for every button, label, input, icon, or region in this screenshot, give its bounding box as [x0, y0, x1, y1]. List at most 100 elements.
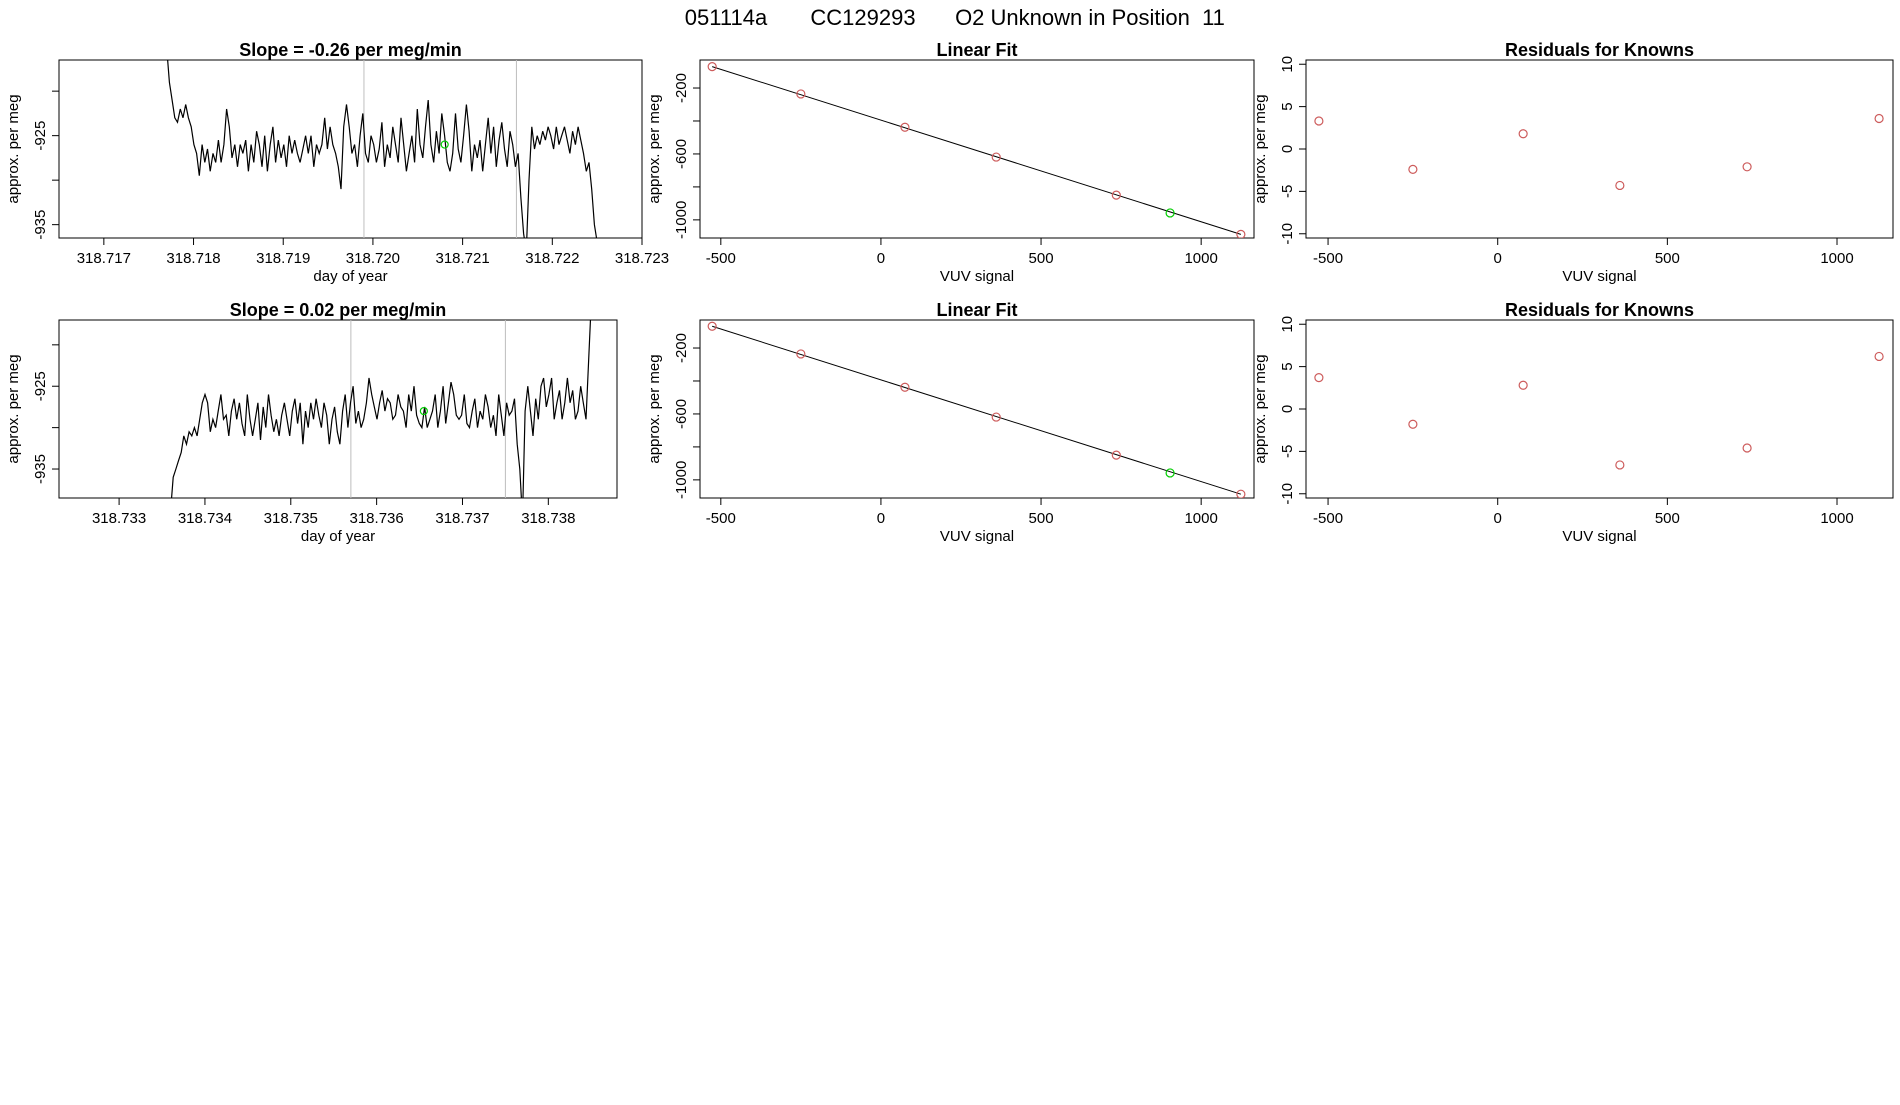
x-axis-label: day of year: [313, 268, 387, 285]
plot-data: [1314, 113, 1884, 191]
plot-frame: [699, 319, 1255, 499]
known-point: [796, 349, 806, 359]
x-tick-label: 318.737: [435, 510, 489, 527]
y-axis-label: approx. per meg: [5, 354, 22, 463]
chart-title: Residuals for Knowns: [1505, 300, 1694, 320]
header-run-id: 051114a: [685, 5, 768, 30]
x-tick-label: 0: [1494, 510, 1502, 527]
x-tick-label: 318.719: [256, 250, 310, 267]
y-axis-label: approx. per meg: [1252, 94, 1269, 203]
plot-frame: [58, 319, 618, 499]
known-point: [900, 122, 910, 132]
panel-timeseries-1: Slope = -0.26 per meg/min 318.717 318.718 3…: [5, 40, 669, 285]
x-tick-label: 318.718: [166, 250, 220, 267]
x-tick-label: 318.717: [77, 250, 131, 267]
panel-timeseries-2: Slope = 0.02 per meg/min 318.733 318.734 31…: [5, 300, 618, 545]
y-axis-label: approx. per meg: [646, 94, 663, 203]
residual-point: [1874, 113, 1884, 124]
y-tick-label: -10: [1279, 223, 1296, 245]
panel-linearfit-1: Linear Fit -500 0 500 1000 VUV signal -1000 -60…: [646, 40, 1255, 285]
y-tick-label: -1000: [673, 461, 690, 499]
series-line: [170, 320, 592, 498]
x-tick-label: -500: [706, 250, 736, 267]
y-axis-label: approx. per meg: [646, 354, 663, 463]
x-tick-label: 500: [1029, 250, 1054, 267]
plot-data: [170, 320, 592, 498]
x-tick-label: 318.723: [615, 250, 669, 267]
known-point: [707, 61, 717, 72]
known-point: [796, 89, 806, 99]
panel-residuals-1: Residuals for Knowns -500 0 500 1000 VUV sign…: [1252, 40, 1894, 285]
residual-point: [1874, 351, 1884, 362]
x-axis-label: VUV signal: [1562, 268, 1636, 285]
x-tick-label: 318.722: [525, 250, 579, 267]
plot-data: [707, 321, 1246, 498]
y-tick-label: 0: [1279, 145, 1296, 153]
plot-data: [707, 61, 1246, 238]
x-tick-label: 1000: [1820, 250, 1853, 267]
known-point: [991, 152, 1001, 162]
residual-point: [1408, 164, 1418, 174]
x-tick-label: -500: [706, 510, 736, 527]
known-point: [1236, 489, 1246, 498]
y-tick-label: 0: [1279, 405, 1296, 413]
known-point: [900, 382, 910, 392]
residual-point: [1742, 443, 1752, 453]
series-line: [167, 60, 598, 238]
x-tick-label: 318.736: [350, 510, 404, 527]
y-tick-label: -925: [32, 371, 49, 401]
residual-point: [1408, 419, 1418, 429]
y-tick-label: -1000: [673, 201, 690, 239]
chart-title: Slope = 0.02 per meg/min: [230, 300, 447, 320]
residual-point: [1615, 180, 1625, 191]
x-tick-label: 0: [877, 510, 885, 527]
y-tick-label: 10: [1279, 56, 1296, 73]
chart-title: Linear Fit: [936, 40, 1017, 60]
y-tick-label: -935: [32, 210, 49, 240]
x-tick-label: -500: [1313, 510, 1343, 527]
x-axis-label: VUV signal: [940, 268, 1014, 285]
y-tick-label: -200: [673, 333, 690, 363]
x-tick-label: 318.738: [521, 510, 575, 527]
x-tick-label: 318.721: [435, 250, 489, 267]
x-tick-label: 1000: [1820, 510, 1853, 527]
known-point: [1111, 450, 1121, 460]
residual-point: [1518, 129, 1528, 139]
plot-data: [1314, 351, 1884, 470]
x-axis-label: day of year: [301, 528, 375, 545]
x-tick-label: 0: [877, 250, 885, 267]
plot-frame: [1305, 59, 1894, 239]
known-point: [991, 412, 1001, 422]
unknown-marker: [419, 406, 428, 416]
x-tick-label: 1000: [1184, 250, 1217, 267]
figure-header: 051114a CC129293 O2 Unknown in Position …: [685, 5, 1225, 30]
x-tick-label: 0: [1494, 250, 1502, 267]
y-tick-label: -200: [673, 73, 690, 103]
unknown-point: [1165, 208, 1175, 218]
y-tick-label: 5: [1279, 102, 1296, 110]
known-point: [707, 321, 717, 331]
y-axis-label: approx. per meg: [1252, 354, 1269, 463]
panel-residuals-2: Residuals for Knowns -500 0 500 1000 VUV sign…: [1252, 300, 1894, 545]
plot-data: [167, 60, 598, 238]
y-tick-label: 5: [1279, 362, 1296, 370]
y-axis-label: approx. per meg: [5, 94, 22, 203]
y-tick-label: 10: [1279, 316, 1296, 333]
unknown-point: [1165, 468, 1175, 478]
y-tick-label: -5: [1279, 445, 1296, 458]
unknown-marker: [440, 140, 449, 149]
header-tank-id: CC129293: [810, 5, 915, 30]
x-tick-label: 318.735: [264, 510, 318, 527]
chart-title: Slope = -0.26 per meg/min: [239, 40, 462, 60]
x-tick-label: 318.734: [178, 510, 232, 527]
panel-group: Slope = -0.26 per meg/min 318.717 318.718 3…: [5, 40, 1894, 545]
residual-point: [1742, 162, 1752, 172]
x-tick-label: 1000: [1184, 510, 1217, 527]
y-tick-label: -600: [673, 399, 690, 429]
plot-frame: [1305, 319, 1894, 499]
plot-frame: [58, 59, 643, 239]
x-tick-label: 500: [1655, 250, 1680, 267]
y-tick-label: -600: [673, 139, 690, 169]
